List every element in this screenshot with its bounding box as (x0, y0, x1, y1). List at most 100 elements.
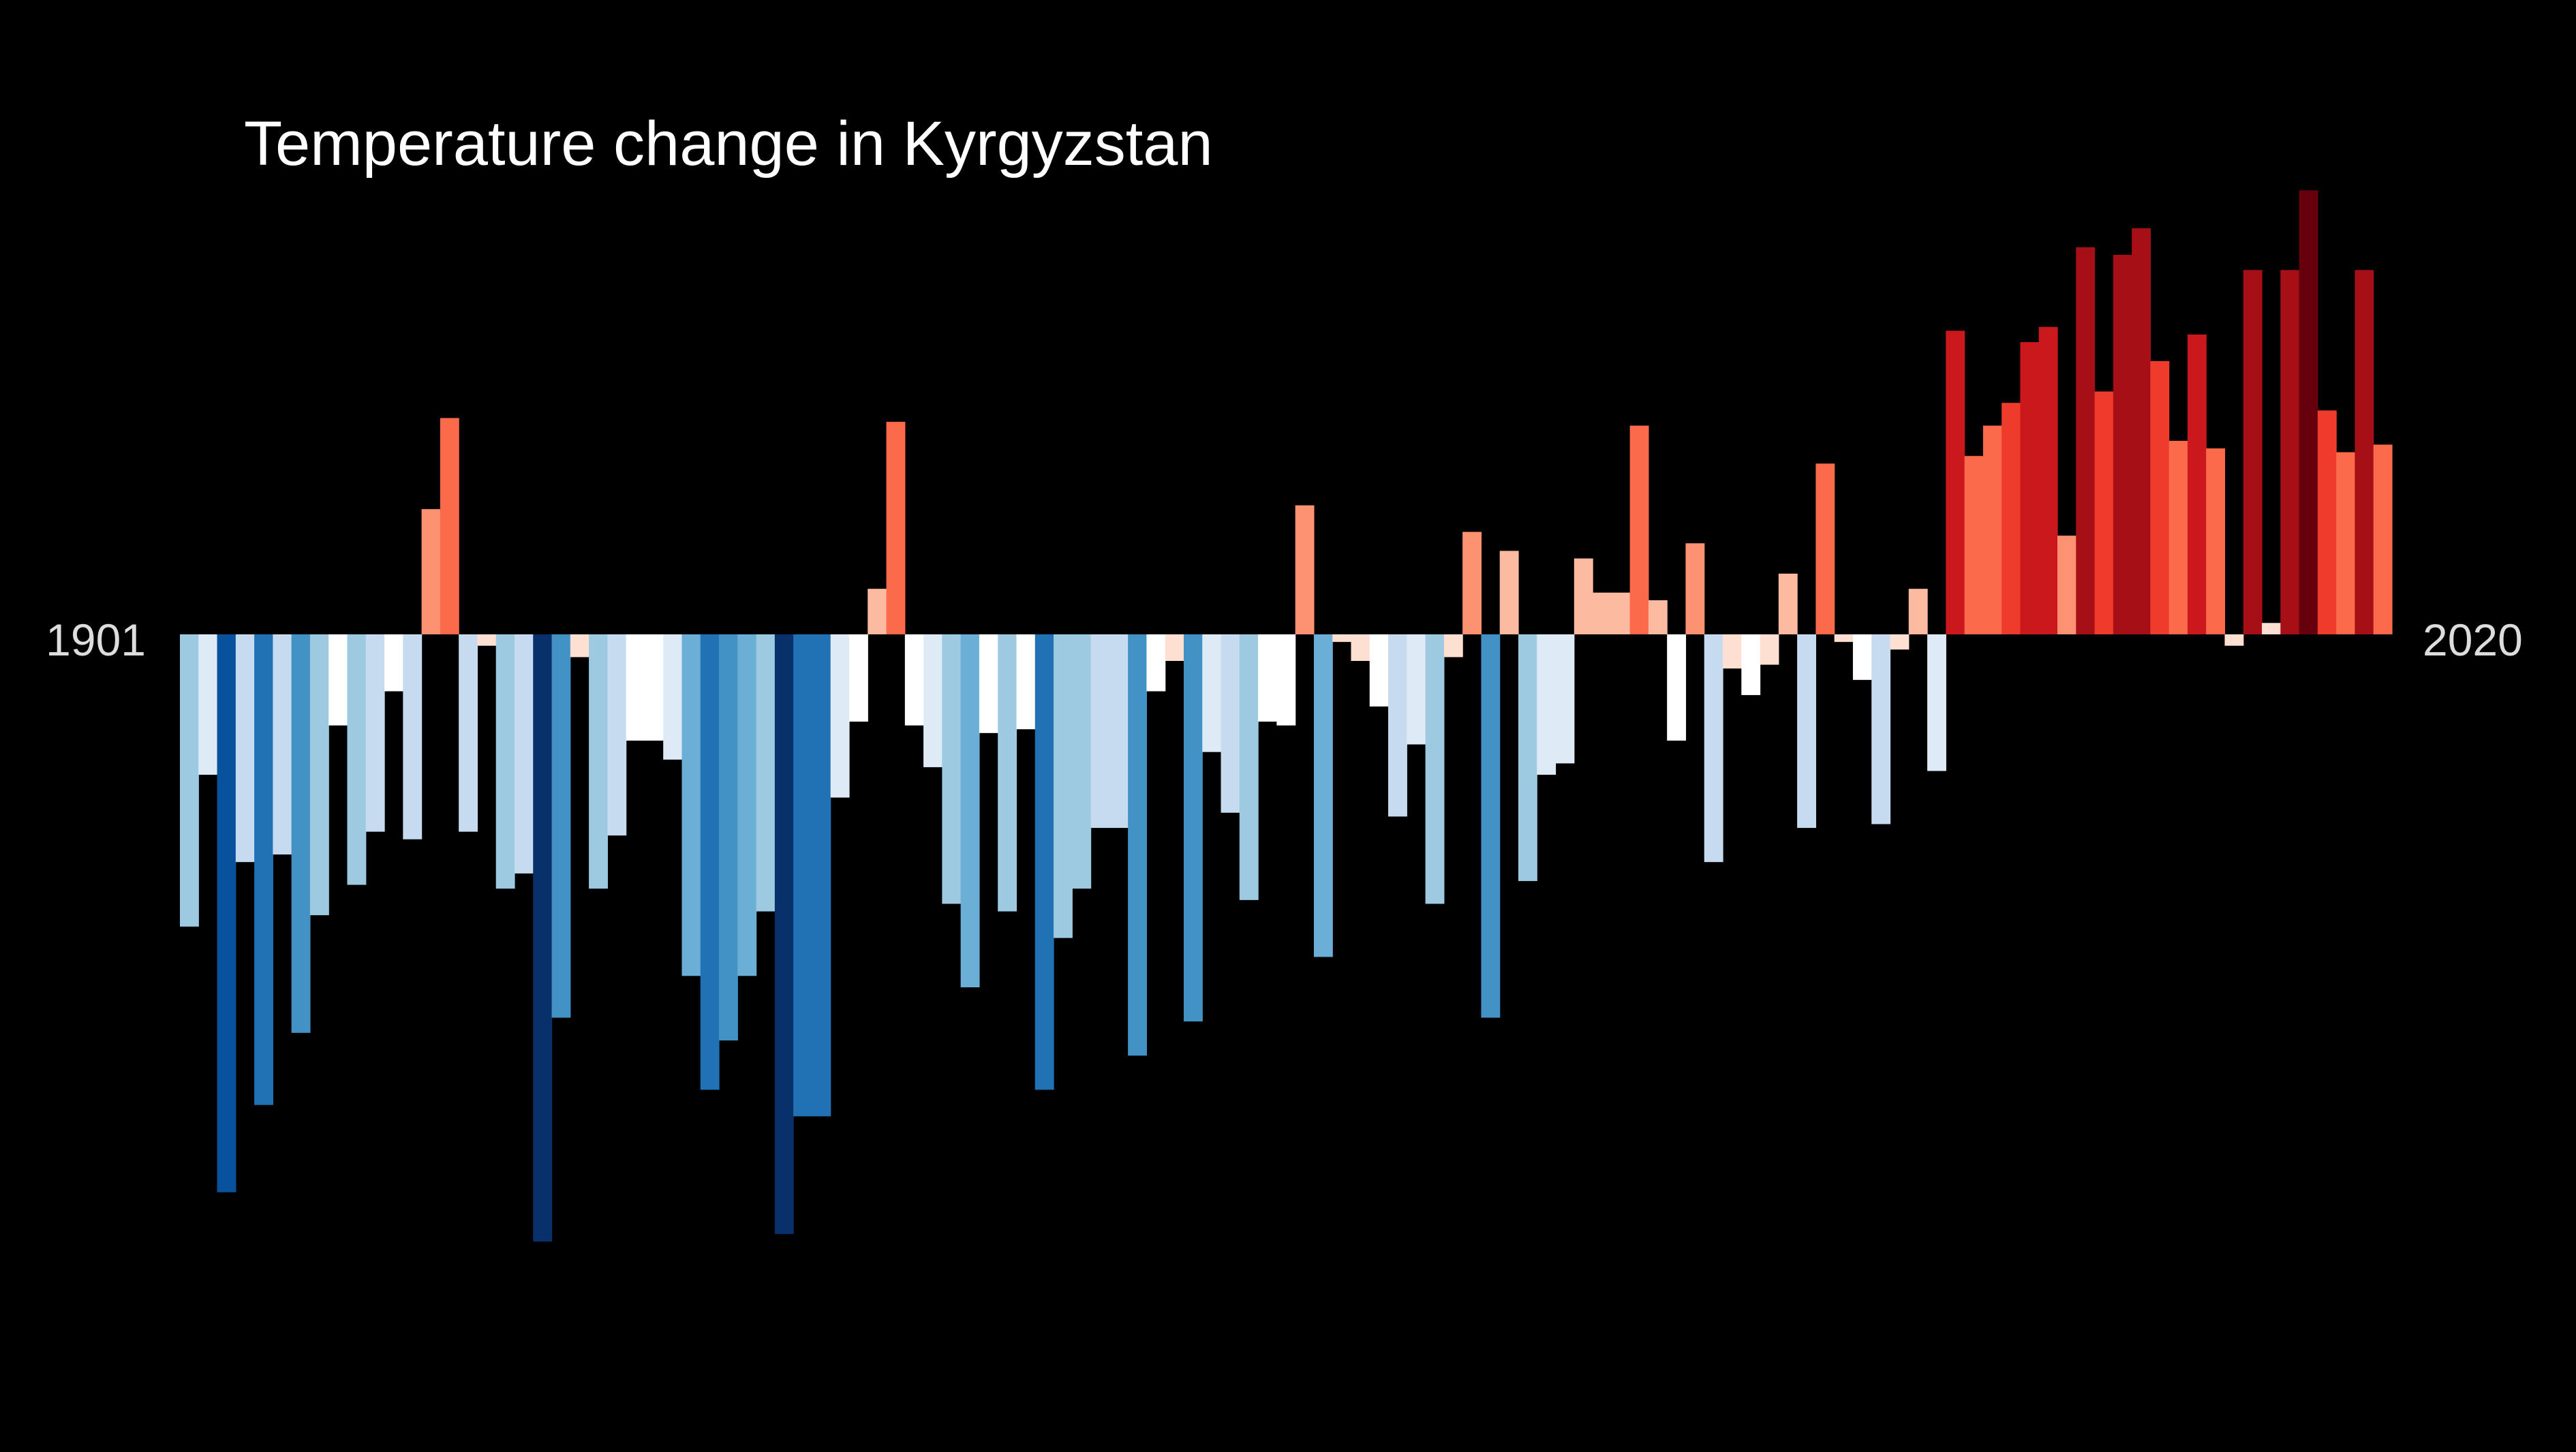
bar-1974 (1537, 634, 1557, 775)
bar-1939 (886, 422, 906, 634)
bar-1984 (1723, 634, 1742, 669)
bar-1999 (2002, 403, 2021, 634)
bar-1997 (1964, 456, 1984, 634)
bar-1941 (923, 634, 942, 767)
bar-1968 (1425, 634, 1445, 904)
bar-1987 (1778, 573, 1798, 634)
bar-1953 (1146, 634, 1166, 692)
bar-1990 (1834, 634, 1854, 643)
bar-1986 (1760, 634, 1779, 665)
bar-1998 (1982, 425, 2002, 634)
bar-1995 (1927, 634, 1946, 771)
bar-1916 (459, 634, 478, 832)
bar-1902 (198, 634, 218, 775)
bar-1954 (1165, 634, 1184, 661)
bar-1980 (1648, 600, 1668, 634)
bar-1956 (1202, 634, 1222, 752)
bar-1982 (1685, 543, 1705, 634)
bar-1959 (1258, 634, 1277, 722)
bar-1927 (663, 634, 683, 760)
bar-1930 (719, 634, 738, 1040)
x-start-label: 1901 (46, 615, 146, 665)
bar-1985 (1741, 634, 1761, 696)
bar-1903 (217, 634, 236, 1192)
bar-1969 (1443, 634, 1463, 658)
bar-1952 (1128, 634, 1148, 1056)
bar-1914 (421, 509, 441, 634)
bar-1962 (1313, 634, 1333, 957)
bar-2019 (2373, 444, 2393, 634)
bar-2008 (2168, 440, 2188, 634)
bar-1931 (737, 634, 757, 976)
bar-1981 (1667, 634, 1687, 741)
bar-1964 (1351, 634, 1370, 661)
bar-1978 (1611, 592, 1631, 634)
bar-1937 (848, 634, 868, 722)
bar-1945 (998, 634, 1017, 912)
bar-1963 (1332, 634, 1352, 643)
chart-title: Temperature change in Kyrgyzstan (244, 109, 1213, 179)
bar-1960 (1276, 634, 1296, 726)
bar-1907 (291, 634, 311, 1033)
bar-1979 (1629, 425, 1649, 634)
bar-1928 (681, 634, 701, 976)
bar-1973 (1518, 634, 1537, 882)
bar-1946 (1016, 634, 1036, 730)
bar-1910 (347, 634, 367, 885)
bar-1965 (1369, 634, 1389, 707)
bar-2005 (2113, 255, 2132, 634)
bar-1983 (1704, 634, 1723, 863)
bar-2003 (2076, 247, 2096, 634)
bar-2006 (2132, 228, 2151, 634)
bar-1993 (1890, 634, 1910, 650)
bar-1991 (1852, 634, 1872, 680)
bar-2013 (2262, 623, 2281, 634)
bar-1933 (774, 634, 794, 1235)
bar-1996 (1946, 330, 1965, 634)
bar-1924 (607, 634, 627, 836)
bar-1925 (626, 634, 645, 741)
bar-1911 (365, 634, 385, 832)
bar-1921 (551, 634, 571, 1018)
bar-1972 (1499, 551, 1519, 634)
bar-1955 (1183, 634, 1203, 1022)
bar-1967 (1407, 634, 1426, 745)
bar-1938 (868, 589, 887, 634)
bar-1915 (440, 418, 459, 634)
bar-1912 (384, 634, 403, 692)
bar-1934 (793, 634, 813, 1117)
bar-1994 (1908, 589, 1928, 634)
bar-1929 (700, 634, 720, 1090)
bar-1913 (403, 634, 423, 839)
bar-2002 (2057, 536, 2076, 634)
bar-1919 (514, 634, 534, 874)
bar-1920 (533, 634, 553, 1242)
bar-2000 (2020, 342, 2040, 634)
bar-2009 (2187, 334, 2207, 634)
bar-1936 (830, 634, 850, 798)
bar-1944 (979, 634, 998, 733)
bar-1943 (960, 634, 980, 988)
bar-1906 (273, 634, 292, 855)
bar-1950 (1090, 634, 1110, 829)
bar-2014 (2280, 270, 2300, 634)
bar-1961 (1295, 505, 1315, 634)
bar-1917 (477, 634, 497, 646)
bar-2001 (2038, 326, 2058, 634)
bar-1935 (812, 634, 831, 1117)
bar-2016 (2317, 410, 2337, 634)
bar-1949 (1072, 634, 1092, 889)
bar-1940 (904, 634, 924, 726)
bar-1905 (254, 634, 273, 1105)
bar-series (180, 190, 2393, 1242)
bar-1922 (570, 634, 589, 658)
bar-1970 (1462, 531, 1482, 634)
bar-1948 (1054, 634, 1073, 938)
bar-1951 (1109, 634, 1129, 829)
bar-1977 (1593, 592, 1612, 634)
bar-1932 (756, 634, 776, 912)
bar-1966 (1388, 634, 1407, 817)
bar-1901 (180, 634, 199, 927)
